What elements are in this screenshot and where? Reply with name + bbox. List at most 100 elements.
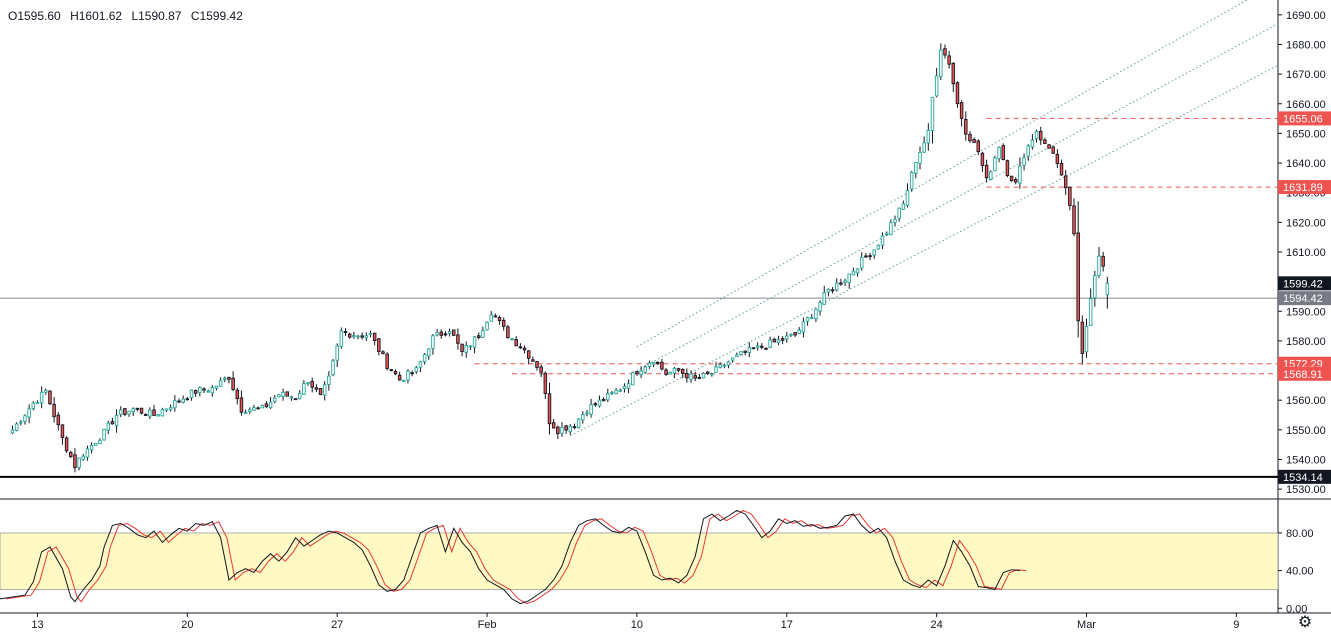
candle-body bbox=[872, 249, 876, 256]
candle bbox=[464, 341, 468, 358]
candle bbox=[930, 96, 935, 144]
candle bbox=[177, 398, 181, 404]
candle-body bbox=[535, 361, 539, 368]
candle bbox=[52, 396, 56, 423]
candle-body bbox=[1018, 165, 1022, 184]
candle bbox=[106, 420, 110, 435]
candle bbox=[822, 285, 826, 305]
candle bbox=[356, 334, 360, 340]
candle bbox=[501, 317, 506, 331]
candle bbox=[631, 371, 635, 386]
candle-body bbox=[406, 370, 410, 381]
candle-body bbox=[526, 350, 531, 359]
candle bbox=[880, 232, 885, 249]
candle bbox=[1001, 143, 1005, 161]
candle-body bbox=[876, 245, 881, 250]
candle bbox=[223, 376, 227, 383]
candle-body bbox=[98, 439, 102, 445]
candle-body bbox=[239, 397, 244, 413]
candle bbox=[955, 81, 960, 108]
candle bbox=[81, 453, 85, 461]
price-tag: 1568.91 bbox=[1278, 366, 1331, 381]
candle-body bbox=[768, 339, 772, 348]
candle-body bbox=[889, 222, 893, 236]
candle-body bbox=[339, 330, 344, 347]
candle bbox=[618, 388, 623, 392]
candle bbox=[231, 371, 235, 392]
candle-body bbox=[1055, 153, 1060, 164]
candle bbox=[889, 219, 893, 236]
candle-body bbox=[1080, 321, 1085, 354]
candle-body bbox=[522, 347, 527, 351]
candle bbox=[127, 410, 131, 417]
candle-body bbox=[959, 102, 964, 119]
candle-body bbox=[85, 448, 90, 458]
candle bbox=[314, 384, 319, 392]
candle bbox=[972, 137, 976, 144]
candle bbox=[160, 407, 165, 417]
candle-body bbox=[801, 321, 806, 333]
candle bbox=[289, 395, 294, 401]
candle bbox=[335, 343, 339, 368]
candle bbox=[547, 382, 552, 435]
candle bbox=[39, 386, 44, 409]
candle-body bbox=[655, 361, 660, 364]
candle-body bbox=[810, 317, 814, 320]
stochastic-band bbox=[0, 532, 1279, 590]
candle bbox=[780, 336, 785, 345]
time-tick-label: 9 bbox=[1233, 619, 1239, 631]
candle bbox=[1097, 247, 1101, 278]
candle-body bbox=[1034, 131, 1039, 139]
price-tag-bg bbox=[1278, 469, 1331, 484]
candle-body bbox=[834, 282, 839, 291]
candle bbox=[572, 423, 577, 429]
candle-body bbox=[168, 407, 173, 411]
candle bbox=[901, 200, 906, 210]
candle bbox=[793, 332, 797, 337]
candle-body bbox=[1026, 145, 1030, 157]
candle-body bbox=[456, 334, 460, 344]
candle bbox=[118, 406, 123, 418]
candle bbox=[743, 350, 747, 356]
candle-body bbox=[951, 62, 956, 85]
candle-body bbox=[847, 273, 851, 284]
candle-body bbox=[431, 335, 435, 349]
candle bbox=[997, 146, 1001, 163]
candles bbox=[10, 43, 1110, 473]
candle bbox=[110, 417, 115, 425]
candle-body bbox=[73, 454, 77, 468]
candle bbox=[864, 253, 868, 258]
candle-body bbox=[35, 401, 40, 404]
candle-body bbox=[626, 383, 631, 389]
candle-body bbox=[1084, 325, 1089, 353]
gear-icon[interactable]: ⚙ bbox=[1297, 614, 1313, 631]
candle-body bbox=[306, 381, 310, 384]
candle-body bbox=[56, 414, 61, 426]
candle-body bbox=[618, 389, 623, 392]
candle bbox=[64, 436, 69, 453]
candle bbox=[714, 361, 718, 373]
candle bbox=[1043, 137, 1047, 144]
candle-body bbox=[356, 335, 360, 338]
candle bbox=[984, 159, 989, 183]
candle bbox=[1059, 159, 1064, 176]
price-tick-label: 1690.00 bbox=[1286, 10, 1326, 22]
candle-body bbox=[551, 422, 556, 429]
candle-body bbox=[955, 82, 960, 105]
candle-body bbox=[976, 140, 981, 152]
price-tag-bg bbox=[1278, 111, 1331, 126]
candle-body bbox=[560, 426, 564, 434]
candle bbox=[322, 381, 327, 401]
candle bbox=[939, 43, 943, 81]
candle bbox=[755, 342, 760, 351]
candle bbox=[414, 365, 419, 374]
candle-body bbox=[606, 393, 610, 401]
candle-body bbox=[1059, 163, 1064, 176]
channel-line bbox=[636, 23, 1279, 371]
candle bbox=[772, 337, 777, 343]
candle-body bbox=[776, 339, 781, 344]
candle bbox=[710, 372, 714, 377]
candle bbox=[327, 371, 331, 391]
candle bbox=[152, 404, 156, 416]
